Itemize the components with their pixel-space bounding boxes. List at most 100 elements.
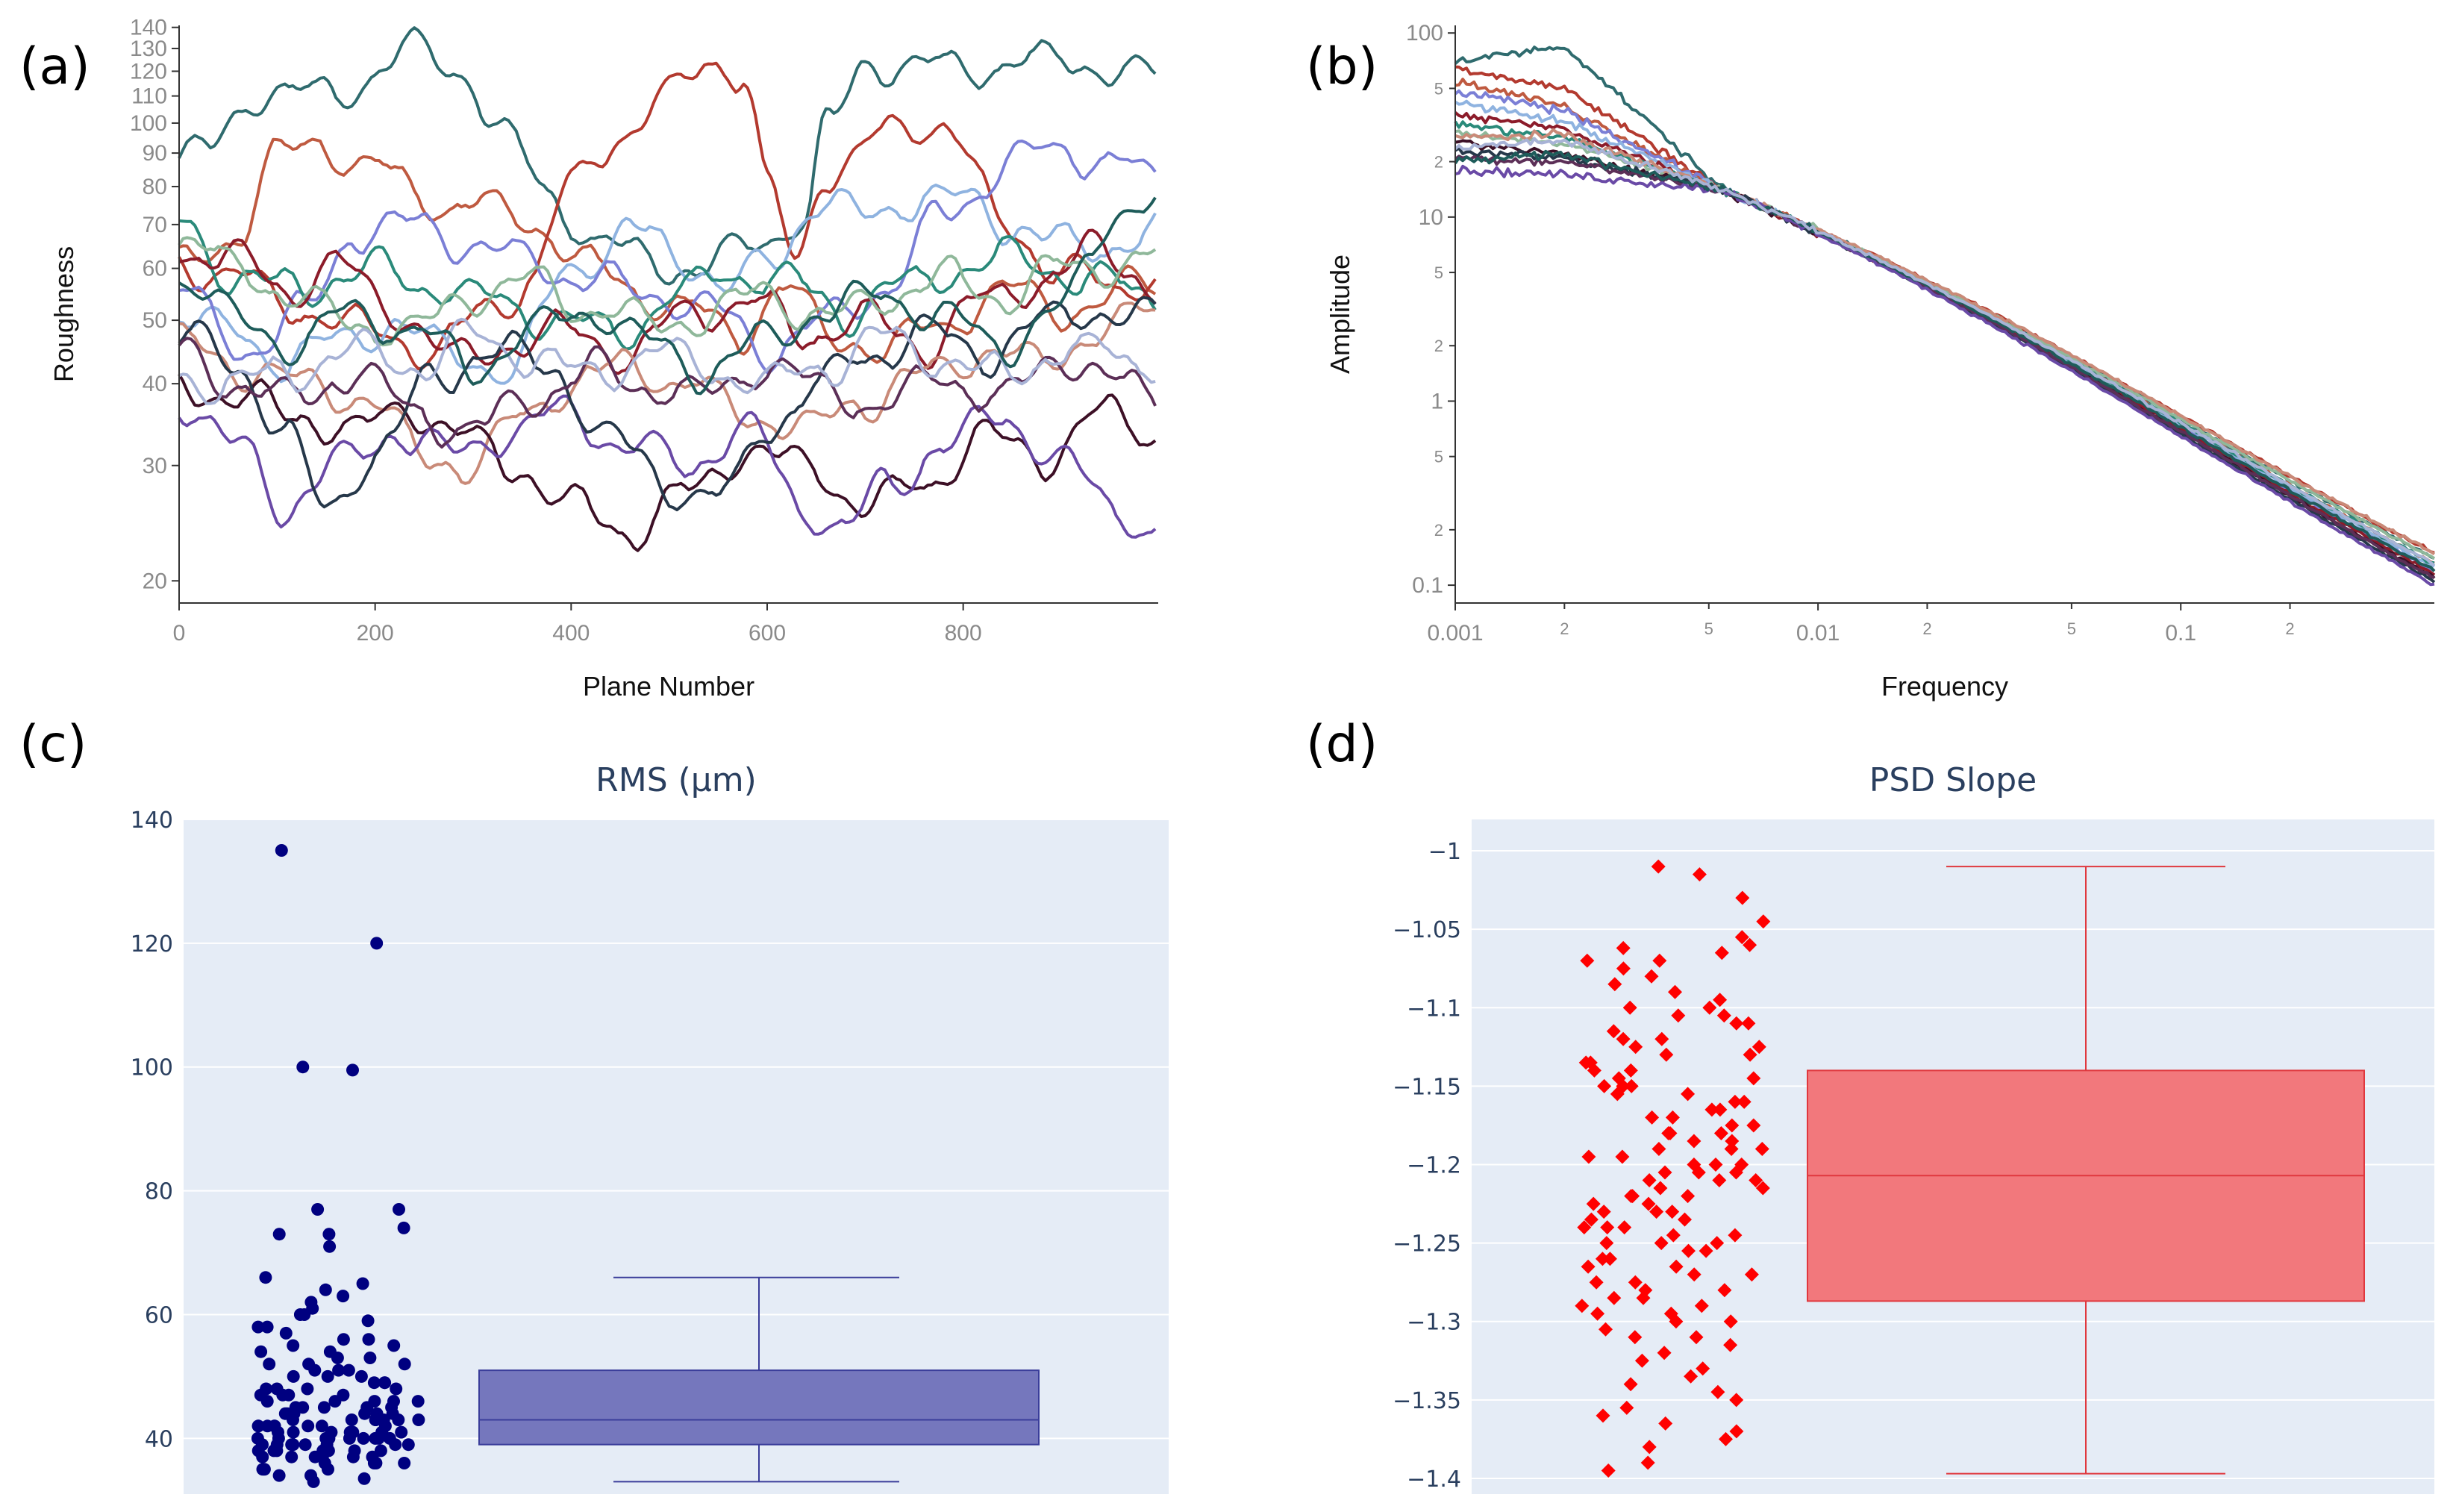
chart-a-y-tick-label: 30: [143, 454, 167, 478]
chart-c-point: [337, 1290, 350, 1303]
chart-d-point: [1725, 1134, 1740, 1149]
chart-d-point: [1689, 1330, 1704, 1345]
chart-c-point: [301, 1419, 315, 1433]
chart-d-point: [1713, 993, 1728, 1008]
chart-a-y-tick-label: 140: [130, 16, 167, 40]
chart-d-point: [1595, 1252, 1610, 1266]
chart-c-point: [392, 1413, 405, 1426]
chart-b-y-minor-tick-label: 2: [1434, 337, 1443, 355]
chart-c-point: [390, 1382, 403, 1396]
chart-d-y-tick-label: −1: [1428, 839, 1461, 865]
chart-c-point: [363, 1352, 377, 1364]
chart-d-point: [1616, 1031, 1631, 1046]
chart-c-point: [357, 1431, 370, 1445]
chart-d-point: [1575, 1299, 1590, 1313]
chart-d-point: [1735, 890, 1750, 905]
chart-d-point: [1665, 1205, 1680, 1219]
chart-a-y-tick-label: 120: [130, 59, 167, 84]
chart-c-point: [275, 844, 288, 857]
chart-d-point: [1589, 1275, 1604, 1290]
chart-a-x-tick-label: 200: [357, 621, 394, 646]
chart-d-point: [1610, 1087, 1625, 1102]
chart-c-point: [397, 1221, 410, 1234]
chart-c-point: [321, 1369, 334, 1383]
chart-c-points: [251, 844, 425, 1488]
chart-c-point: [287, 1413, 299, 1426]
chart-d-point: [1749, 1173, 1763, 1187]
chart-d-point: [1752, 1040, 1766, 1055]
chart-b-series-p11: [1454, 146, 2436, 584]
chart-a-series-s1: [178, 26, 1157, 286]
chart-b-y-minor-tick-label: 2: [1434, 521, 1443, 540]
chart-a-series-s15: [178, 196, 1157, 396]
chart-c-point: [260, 1395, 274, 1408]
chart-d-point: [1754, 1142, 1769, 1156]
chart-d-point: [1704, 1102, 1719, 1117]
chart-a-y-tick-label: 60: [143, 257, 167, 281]
chart-c-point: [301, 1382, 314, 1396]
chart-b-xlabel: Frequency: [1881, 671, 2008, 702]
chart-d-point: [1681, 1189, 1696, 1204]
chart-d-y-tick-label: −1.35: [1393, 1388, 1461, 1414]
chart-d-point: [1737, 1094, 1752, 1109]
chart-d-point: [1687, 1134, 1702, 1149]
chart-a-series-s10: [178, 373, 1157, 552]
chart-c-point: [367, 1376, 381, 1390]
chart-d-point: [1728, 1094, 1743, 1109]
chart-d-point: [1628, 1275, 1643, 1290]
chart-b-amplitude: 0.001 0.01 0.1 2 5 2 5 2 0.1 1 10 100 2 5 2 5 2 5 Frequen…: [1325, 21, 2436, 702]
chart-d-point: [1728, 1228, 1743, 1243]
chart-d-point: [1756, 914, 1771, 929]
chart-c-point: [343, 1431, 356, 1445]
chart-d-point: [1581, 1259, 1596, 1274]
chart-c-point: [398, 1457, 411, 1469]
chart-d-point: [1669, 1314, 1684, 1329]
chart-c-box: [478, 1276, 1040, 1483]
chart-c-point: [260, 1320, 274, 1334]
chart-d-point: [1645, 1110, 1660, 1125]
chart-d-box: [1807, 866, 2365, 1475]
chart-d-y-tick-label: −1.3: [1407, 1310, 1461, 1336]
chart-d-point: [1691, 1165, 1706, 1180]
chart-c-point: [322, 1463, 334, 1476]
chart-d-point: [1666, 1228, 1681, 1243]
chart-a-series-s3: [178, 61, 1157, 371]
chart-c-point: [337, 1333, 350, 1346]
chart-d-point: [1746, 1071, 1761, 1086]
chart-d-point: [1596, 1408, 1610, 1423]
chart-d-point: [1628, 1330, 1643, 1345]
chart-b-series-p12: [1454, 154, 2435, 579]
chart-d-point: [1713, 1102, 1728, 1117]
chart-a-y-tick-label: 50: [143, 308, 167, 333]
chart-c-point: [276, 1388, 290, 1402]
chart-c-point: [328, 1395, 342, 1408]
chart-c-y-tick-label: 120: [131, 931, 173, 958]
chart-d-point: [1580, 953, 1595, 968]
chart-c-point: [285, 1450, 299, 1463]
chart-c-point: [322, 1228, 336, 1241]
chart-d-point: [1640, 1455, 1655, 1470]
chart-c-y-tick-label: 80: [145, 1179, 173, 1205]
chart-c-point: [361, 1314, 375, 1328]
chart-d-point: [1654, 1031, 1669, 1046]
chart-d-point: [1746, 1118, 1761, 1133]
chart-d-point: [1681, 1243, 1696, 1258]
chart-d-point: [1665, 1110, 1680, 1125]
chart-d-point: [1624, 1078, 1639, 1093]
chart-a-roughness: 0 200 400 600 800 20 30 40 50 60 70 80 90 10011012013…: [49, 16, 1158, 702]
chart-d-point: [1663, 1126, 1678, 1140]
chart-d-point: [1723, 1337, 1738, 1352]
chart-d-point: [1694, 1299, 1709, 1313]
chart-d-point: [1671, 1008, 1686, 1023]
chart-d-point: [1577, 1220, 1592, 1235]
chart-d-point: [1657, 1346, 1672, 1361]
chart-c-point: [370, 937, 384, 950]
chart-a-x-tick-label: 400: [552, 621, 590, 646]
chart-c-point: [358, 1407, 372, 1420]
chart-c-point: [369, 1431, 382, 1445]
chart-b-x-minor-tick-label: 2: [1560, 619, 1569, 638]
chart-d-point: [1725, 1118, 1740, 1133]
chart-c-point: [323, 1240, 337, 1253]
chart-d-point: [1642, 1173, 1657, 1187]
